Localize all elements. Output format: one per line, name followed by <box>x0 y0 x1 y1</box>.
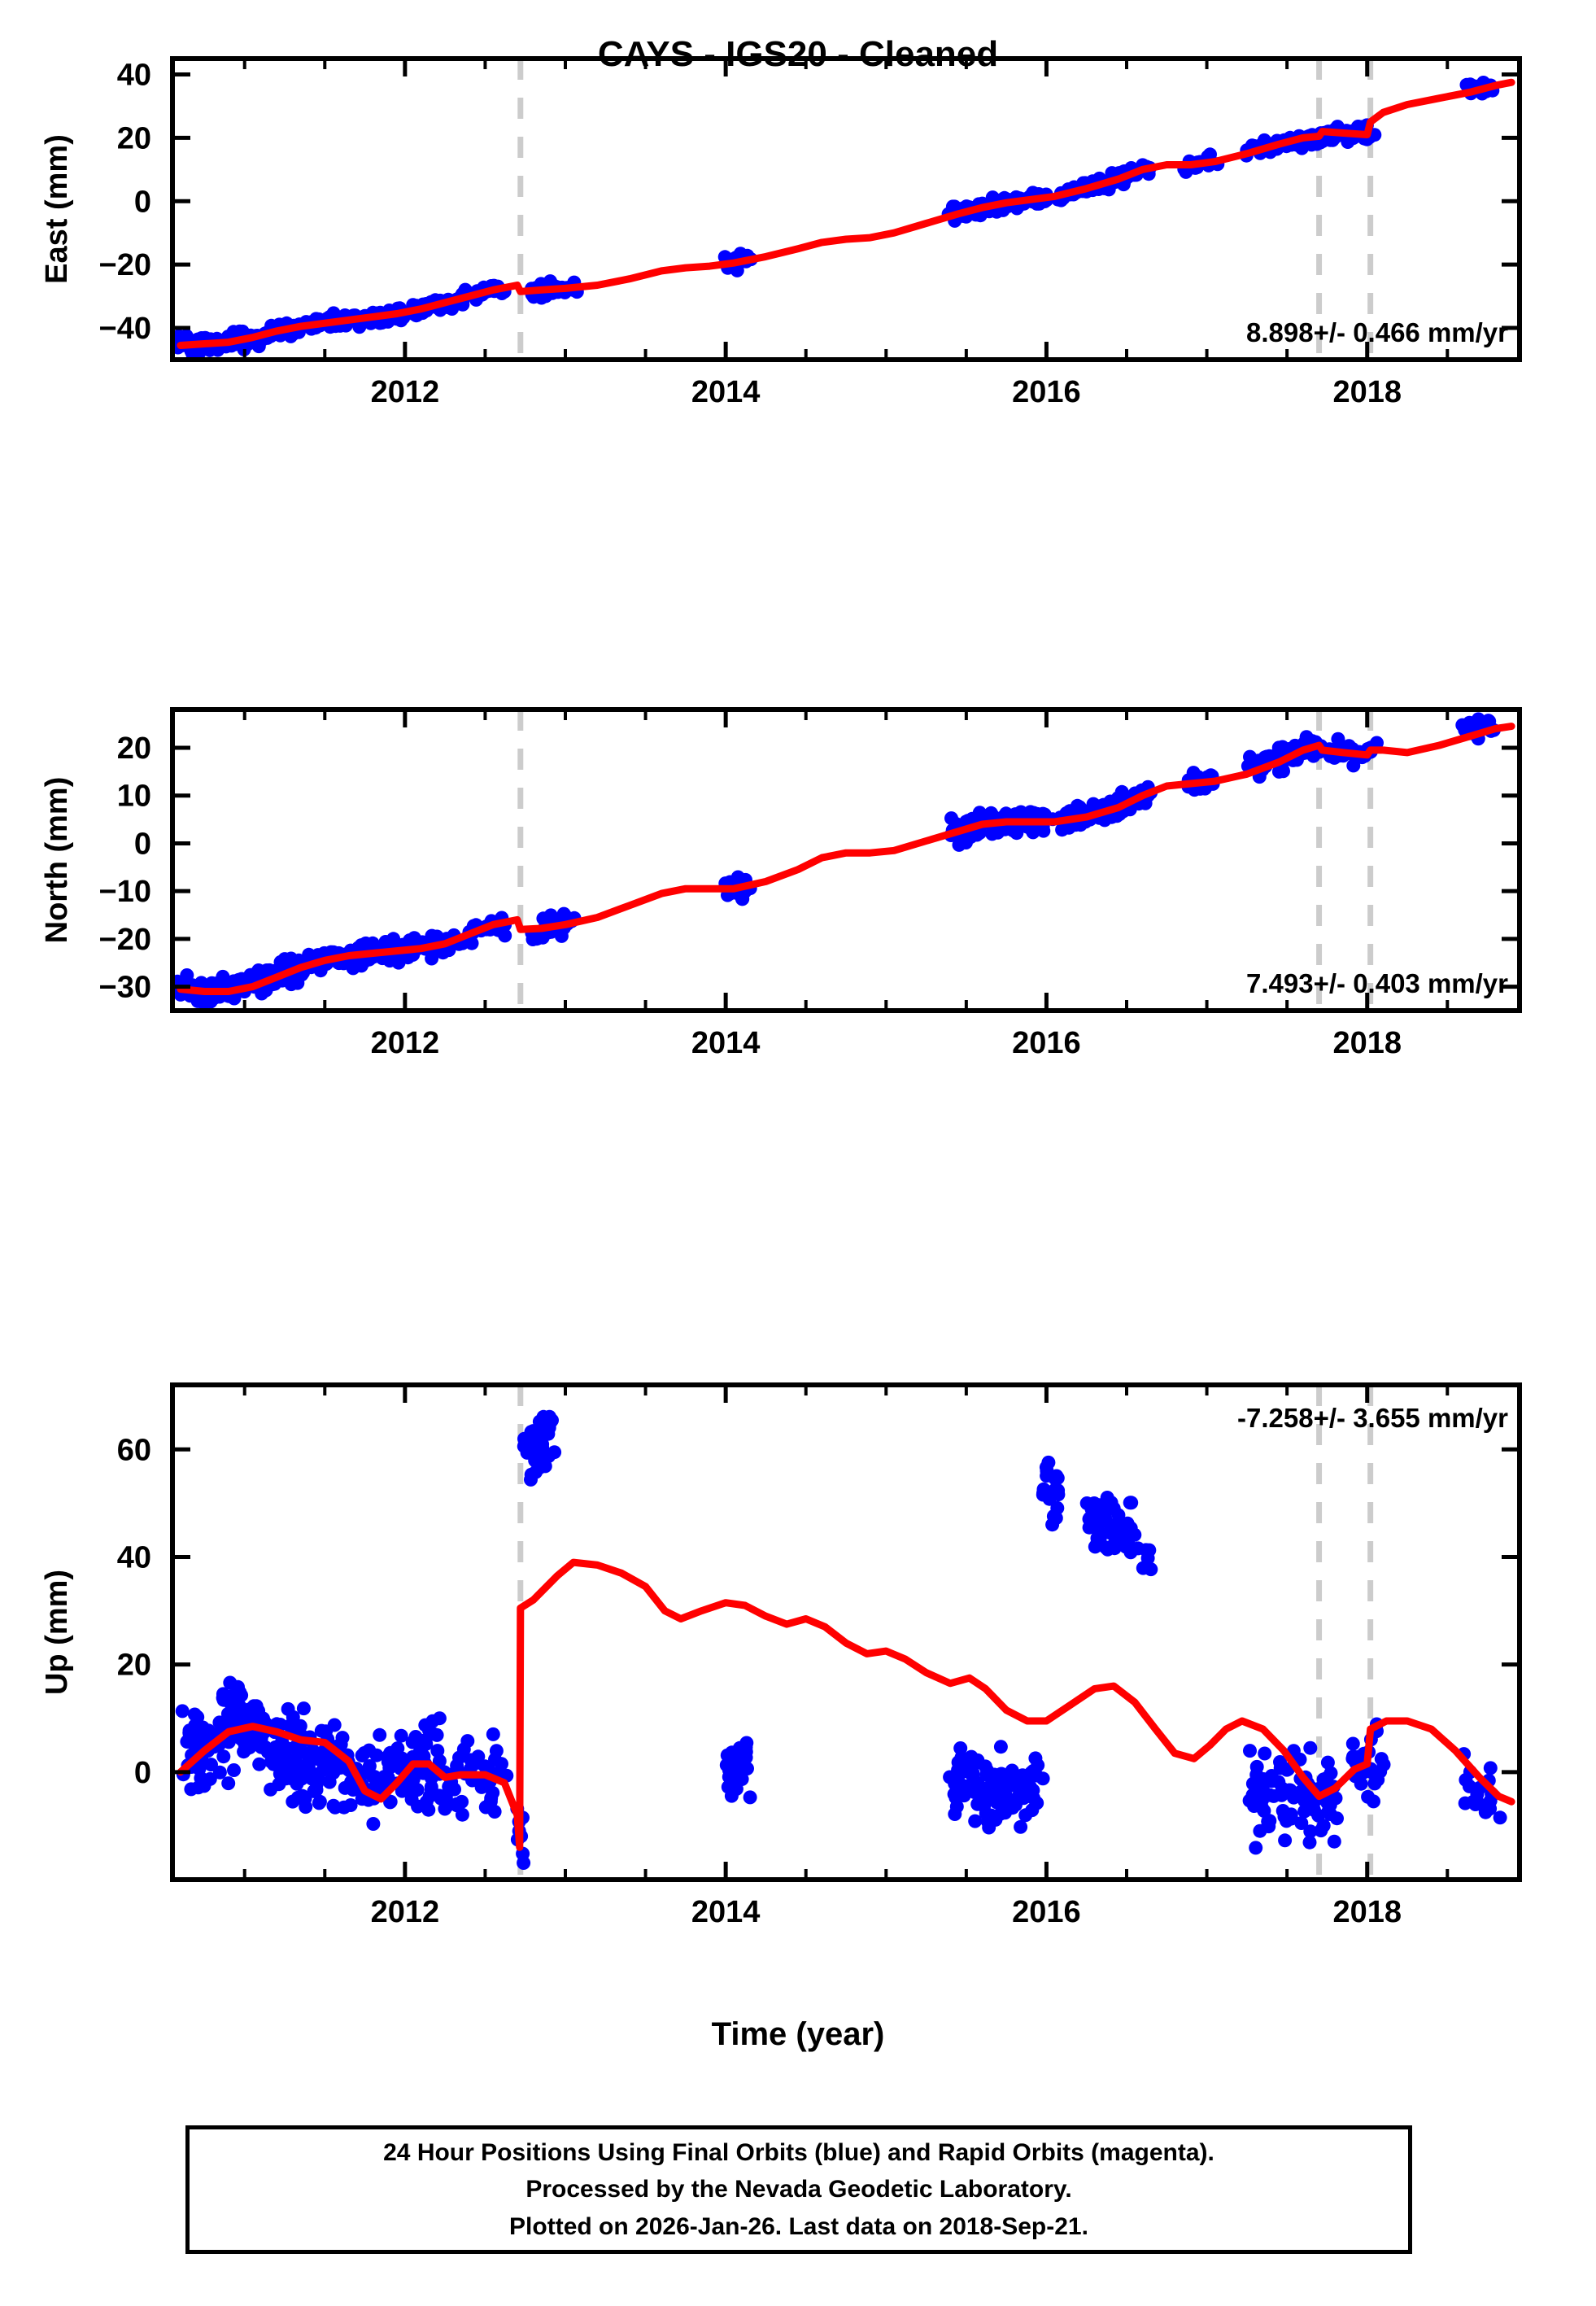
svg-text:10: 10 <box>117 780 151 814</box>
svg-text:40: 40 <box>117 58 151 92</box>
rate-annotation: 8.898+/- 0.466 mm/yr <box>1246 317 1508 347</box>
svg-text:2012: 2012 <box>371 375 440 409</box>
rate-annotation: 7.493+/- 0.403 mm/yr <box>1246 968 1508 998</box>
svg-text:20: 20 <box>117 1649 151 1683</box>
x-axis-ticks <box>242 1385 1450 1880</box>
plot-frame <box>170 1382 1522 1882</box>
svg-text:20: 20 <box>117 121 151 155</box>
y-axis-ticks: 60 40 20 0 <box>117 1433 1520 1790</box>
svg-text:−20: −20 <box>99 923 151 957</box>
model-fit-line-0 <box>177 723 1515 995</box>
svg-text:2016: 2016 <box>1012 1895 1081 1929</box>
panel-up: 2012 2014 2016 2018 60 40 20 0 Up (mm) -7.258+/- … <box>40 1382 1522 1929</box>
x-axis-tick-labels: 2012 2014 2016 2018 <box>371 1026 1402 1060</box>
svg-text:2018: 2018 <box>1332 1026 1402 1060</box>
x-axis-tick-labels: 2012 2014 2016 2018 <box>371 1895 1402 1929</box>
plot-frame <box>170 56 1522 362</box>
svg-text:−10: −10 <box>99 875 151 909</box>
page-title: CAYS - IGS20 - Cleaned <box>597 34 999 74</box>
footer-line-2: Processed by the Nevada Geodetic Laborat… <box>525 2176 1072 2203</box>
y-axis-ticks: 20 10 0 −10 −20 −30 <box>99 732 1520 1005</box>
y-axis-ticks: 40 20 0 −20 −40 <box>99 58 1520 346</box>
panel-east: 2012 2014 2016 2018 40 20 0 −20 −40 East (mm) 8.89… <box>40 56 1522 409</box>
plot-frame <box>170 707 1522 1013</box>
footer-caption-box: 24 Hour Positions Using Final Orbits (bl… <box>185 2125 1412 2254</box>
svg-text:2014: 2014 <box>691 1895 761 1929</box>
rate-annotation: -7.258+/- 3.655 mm/yr <box>1237 1403 1508 1433</box>
svg-text:2014: 2014 <box>691 1026 761 1060</box>
svg-text:2018: 2018 <box>1332 1895 1402 1929</box>
x-axis-ticks <box>242 59 1450 360</box>
svg-text:60: 60 <box>117 1433 151 1467</box>
svg-text:2016: 2016 <box>1012 1026 1081 1060</box>
svg-text:−20: −20 <box>99 248 151 282</box>
panel-north: 2012 2014 2016 2018 20 10 0 −10 −20 −30 North (mm)… <box>40 707 1522 1060</box>
x-axis-tick-labels: 2012 2014 2016 2018 <box>371 375 1402 409</box>
y-axis-title: Up (mm) <box>40 1570 74 1695</box>
model-fit-line-0 <box>177 1558 1515 1851</box>
svg-text:20: 20 <box>117 732 151 766</box>
svg-text:2014: 2014 <box>691 375 761 409</box>
svg-text:2012: 2012 <box>371 1895 440 1929</box>
svg-text:0: 0 <box>134 1756 151 1790</box>
footer-line-3: Plotted on 2026-Jan-26. Last data on 201… <box>509 2212 1088 2240</box>
y-axis-title: North (mm) <box>40 777 74 944</box>
svg-text:0: 0 <box>134 185 151 219</box>
svg-text:−30: −30 <box>99 971 151 1005</box>
svg-text:2018: 2018 <box>1332 375 1402 409</box>
footer-line-1: 24 Hour Positions Using Final Orbits (bl… <box>383 2138 1214 2166</box>
x-axis-ticks <box>242 710 1450 1011</box>
svg-text:−40: −40 <box>99 312 151 346</box>
svg-text:2012: 2012 <box>371 1026 440 1060</box>
model-fit-line-0 <box>177 78 1515 349</box>
svg-text:2016: 2016 <box>1012 375 1081 409</box>
data-points <box>172 712 1501 1011</box>
y-axis-title: East (mm) <box>40 134 74 284</box>
x-axis-title: Time (year) <box>711 2016 885 2052</box>
svg-text:40: 40 <box>117 1540 151 1574</box>
svg-text:0: 0 <box>134 827 151 861</box>
